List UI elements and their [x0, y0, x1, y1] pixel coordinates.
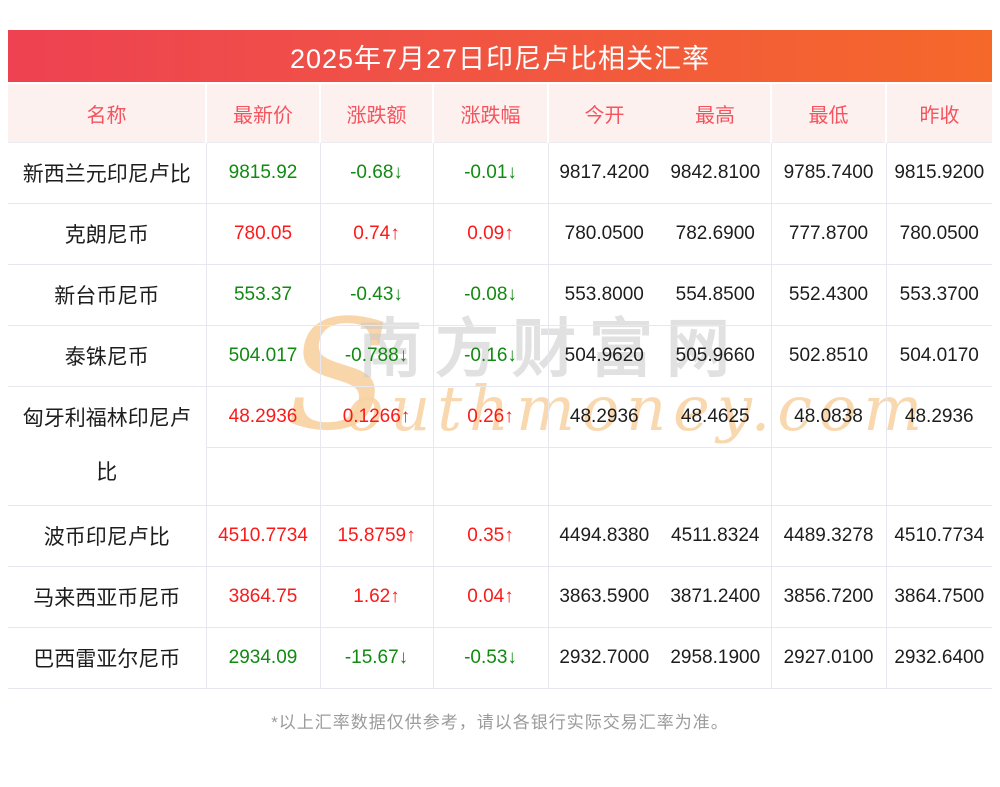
cell-low: 777.8700 — [771, 203, 887, 265]
col-header-latest: 最新价 — [206, 84, 321, 143]
cell-latest: 4510.7734 — [206, 505, 321, 567]
cell-latest: 780.05 — [206, 203, 321, 265]
page-title: 2025年7月27日印尼卢比相关汇率 — [8, 30, 992, 82]
cell-high: 3871.2400 — [660, 566, 772, 628]
cell-prev_close: 4510.7734 — [886, 505, 992, 567]
cell-high: 4511.8324 — [660, 505, 772, 567]
table-row: 泰铢尼币 504.017 -0.788↓ -0.16↓ 504.9620 505.9660… — [8, 325, 992, 387]
cell-low: 2927.0100 — [771, 627, 887, 689]
cell-prev_close: 9815.9200 — [886, 142, 992, 204]
cell-low: 4489.3278 — [771, 505, 887, 567]
cell-open: 553.8000 — [548, 264, 660, 326]
cell-prev_close: 553.3700 — [886, 264, 992, 326]
disclaimer-note: *以上汇率数据仅供参考，请以各银行实际交易汇率为准。 — [271, 713, 729, 732]
cell-high: 9842.8100 — [660, 142, 772, 204]
cell-prev_close: 504.0170 — [886, 325, 992, 387]
page-title-text: 2025年7月27日印尼卢比相关汇率 — [289, 43, 711, 74]
cell-change_pct: 0.35↑ — [433, 505, 549, 567]
cell-change_pct: 0.09↑ — [433, 203, 549, 265]
cell-latest: 48.2936 — [206, 386, 321, 448]
currency-pair-name: 波币印尼卢比 — [8, 505, 207, 567]
cell-open: 780.0500 — [548, 203, 660, 265]
spacer-row — [8, 447, 992, 506]
cell-open: 3863.5900 — [548, 566, 660, 628]
currency-pair-name: 克朗尼币 — [8, 203, 207, 265]
cell-change_pct: -0.53↓ — [433, 627, 549, 689]
cell-change: 0.74↑ — [320, 203, 434, 265]
cell-change_pct: -0.01↓ — [433, 142, 549, 204]
table-row: 新台币尼币 553.37 -0.43↓ -0.08↓ 553.8000 554.8500 5… — [8, 264, 992, 326]
table-row: 巴西雷亚尔尼币 2934.09 -15.67↓ -0.53↓ 2932.7000 2958… — [8, 627, 992, 689]
col-header-prev-close: 昨收 — [886, 84, 992, 143]
cell-prev_close: 780.0500 — [886, 203, 992, 265]
cell-prev_close: 2932.6400 — [886, 627, 992, 689]
cell-low: 502.8510 — [771, 325, 887, 387]
cell-low: 48.0838 — [771, 386, 887, 448]
cell-open: 2932.7000 — [548, 627, 660, 689]
table-row: 匈牙利福林印尼卢比 48.2936 0.1266↑ 0.26↑ 48.2936 48.46… — [8, 386, 992, 506]
cell-change: 1.62↑ — [320, 566, 434, 628]
cell-latest: 2934.09 — [206, 627, 321, 689]
cell-high: 505.9660 — [660, 325, 772, 387]
cell-latest: 504.017 — [206, 325, 321, 387]
table-row: 马来西亚币尼币 3864.75 1.62↑ 0.04↑ 3863.5900 3871.24… — [8, 566, 992, 628]
cell-low: 9785.7400 — [771, 142, 887, 204]
rates-table-body: 新西兰元印尼卢比 9815.92 -0.68↓ -0.01↓ 9817.4200 9842… — [8, 142, 992, 689]
cell-high: 554.8500 — [660, 264, 772, 326]
col-header-low: 最低 — [771, 84, 887, 143]
currency-pair-name: 马来西亚币尼币 — [8, 566, 207, 628]
currency-pair-name: 巴西雷亚尔尼币 — [8, 627, 207, 689]
col-header-high: 最高 — [660, 84, 772, 143]
exchange-rates-table: 名称 最新价 涨跌额 涨跌幅 今开 最高 最低 昨收 新西兰元印尼卢比 9815.… — [8, 84, 992, 689]
table-row: 克朗尼币 780.05 0.74↑ 0.09↑ 780.0500 782.6900 777.… — [8, 203, 992, 265]
cell-change_pct: -0.16↓ — [433, 325, 549, 387]
cell-change: -0.68↓ — [320, 142, 434, 204]
cell-prev_close: 3864.7500 — [886, 566, 992, 628]
cell-change: 15.8759↑ — [320, 505, 434, 567]
cell-open: 504.9620 — [548, 325, 660, 387]
spacer-cell — [660, 447, 772, 506]
cell-change_pct: 0.26↑ — [433, 386, 549, 448]
spacer-cell — [771, 447, 887, 506]
spacer-cell — [320, 447, 434, 506]
spacer-cell — [548, 447, 660, 506]
cell-high: 2958.1900 — [660, 627, 772, 689]
col-header-change: 涨跌额 — [320, 84, 434, 143]
cell-change_pct: 0.04↑ — [433, 566, 549, 628]
table-row: 新西兰元印尼卢比 9815.92 -0.68↓ -0.01↓ 9817.4200 9842… — [8, 142, 992, 204]
col-header-open: 今开 — [548, 84, 660, 143]
cell-low: 3856.7200 — [771, 566, 887, 628]
currency-pair-name: 匈牙利福林印尼卢比 — [8, 386, 207, 506]
table-header: 名称 最新价 涨跌额 涨跌幅 今开 最高 最低 昨收 — [8, 84, 992, 143]
cell-change: -15.67↓ — [320, 627, 434, 689]
cell-change: 0.1266↑ — [320, 386, 434, 448]
cell-prev_close: 48.2936 — [886, 386, 992, 448]
currency-pair-name: 泰铢尼币 — [8, 325, 207, 387]
rates-page: S outhmoney.com 南方财富网 2025年7月27日印尼卢比相关汇率… — [8, 30, 992, 733]
cell-latest: 3864.75 — [206, 566, 321, 628]
cell-change_pct: -0.08↓ — [433, 264, 549, 326]
spacer-cell — [886, 447, 992, 506]
col-header-change-pct: 涨跌幅 — [433, 84, 549, 143]
spacer-cell — [206, 447, 321, 506]
cell-open: 4494.8380 — [548, 505, 660, 567]
currency-pair-name: 新台币尼币 — [8, 264, 207, 326]
cell-open: 9817.4200 — [548, 142, 660, 204]
cell-change: -0.43↓ — [320, 264, 434, 326]
cell-open: 48.2936 — [548, 386, 660, 448]
table-row: 波币印尼卢比 4510.7734 15.8759↑ 0.35↑ 4494.8380 451… — [8, 505, 992, 567]
cell-high: 782.6900 — [660, 203, 772, 265]
cell-latest: 9815.92 — [206, 142, 321, 204]
cell-change: -0.788↓ — [320, 325, 434, 387]
cell-latest: 553.37 — [206, 264, 321, 326]
currency-pair-name: 新西兰元印尼卢比 — [8, 142, 207, 204]
spacer-cell — [433, 447, 549, 506]
col-header-name: 名称 — [8, 84, 207, 143]
cell-low: 552.4300 — [771, 264, 887, 326]
cell-high: 48.4625 — [660, 386, 772, 448]
